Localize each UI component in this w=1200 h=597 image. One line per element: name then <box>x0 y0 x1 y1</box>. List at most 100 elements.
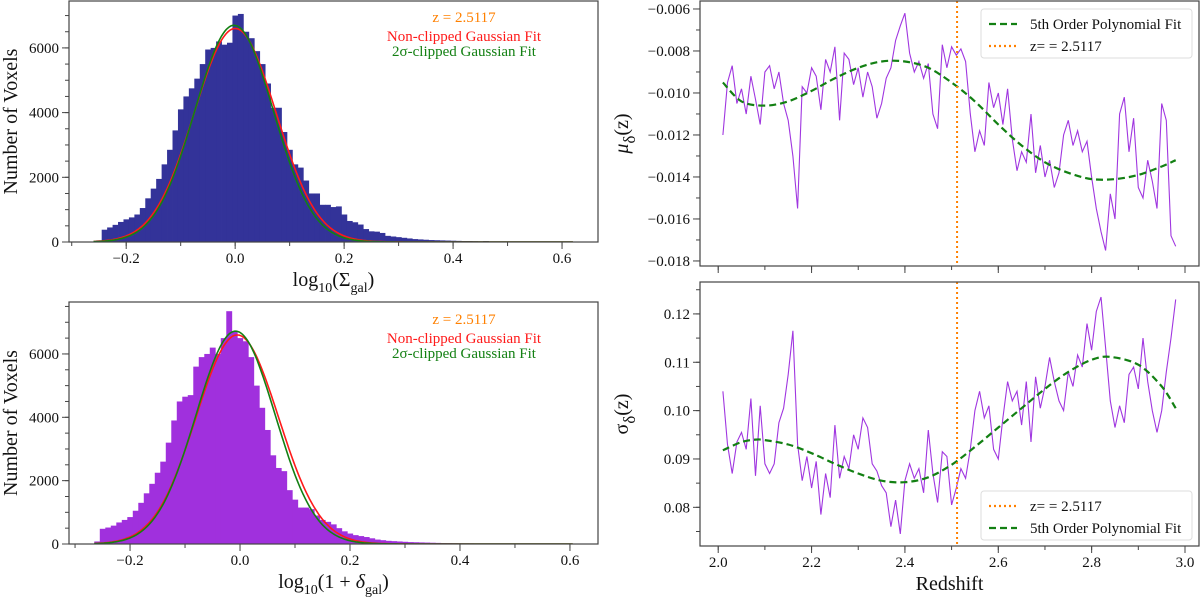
histogram-bar <box>248 38 255 242</box>
histogram-bar <box>110 525 117 544</box>
histogram-bar <box>325 204 331 242</box>
histogram-bar <box>209 347 216 544</box>
x-tick-label: 0.4 <box>444 251 463 267</box>
x-tick-label: 0.0 <box>231 553 250 569</box>
histogram-bar <box>210 47 217 242</box>
data-series-line <box>722 296 1177 534</box>
histogram-bar <box>232 15 239 242</box>
histogram-bar <box>384 235 391 242</box>
label-part: 10 <box>318 281 332 296</box>
histogram-bar <box>237 13 244 242</box>
histogram-bar <box>154 472 161 544</box>
legend-entry: 5th Order Polynomial Fit <box>1030 521 1182 537</box>
histogram-bar <box>149 483 156 544</box>
histogram-bar <box>112 224 119 242</box>
histogram-bar <box>407 542 414 544</box>
histogram-bar <box>395 237 402 242</box>
histogram-bar <box>297 507 304 544</box>
axes-frame <box>699 281 1200 547</box>
clipped-gaussian-fit-line <box>93 24 573 242</box>
nonclipped-fit-annotation: Non-clipped Gaussian Fit <box>387 29 542 45</box>
histogram-bar <box>374 231 380 242</box>
histogram-bar <box>336 528 343 544</box>
panel-bottom-left: z = 2.5117 Non-clipped Gaussian Fit2σ-cli… <box>0 301 599 597</box>
y-tick-label: −0.016 <box>648 212 691 228</box>
label-part: μ <box>611 144 633 155</box>
label-part: δ <box>620 136 639 144</box>
x-tick-label: 0.4 <box>451 553 470 569</box>
histogram-bar <box>374 539 381 544</box>
histogram-bar <box>215 353 222 544</box>
histogram-bar <box>406 238 413 242</box>
histogram-bar <box>264 429 271 544</box>
x-tick-label: −0.2 <box>113 251 140 267</box>
histogram-bar <box>156 178 163 242</box>
histogram-bar <box>259 407 266 544</box>
legend-entry: z= = 2.5117 <box>1030 39 1102 55</box>
histogram-bar <box>221 44 228 242</box>
x-tick-label: 0.2 <box>335 251 354 267</box>
plot-area <box>94 311 573 544</box>
y-tick-label: −0.014 <box>648 170 691 186</box>
y-tick-label: 0 <box>52 235 60 251</box>
plot-area <box>722 1 1177 266</box>
x-axis-label: Redshift <box>916 573 984 595</box>
histogram-bar <box>308 509 315 544</box>
legend-box <box>980 8 1193 59</box>
histogram-bar <box>428 240 435 242</box>
histogram-bar <box>172 130 179 242</box>
histogram-bar <box>369 538 376 544</box>
label-part: (1 + <box>318 571 356 593</box>
histogram-bar <box>237 338 244 544</box>
histogram-bar <box>335 206 342 242</box>
clipped-fit-annotation: 2σ-clipped Gaussian Fit <box>392 346 537 362</box>
histogram-bar <box>167 149 173 242</box>
legend-entry: z= = 2.5117 <box>1030 499 1102 515</box>
histogram-bar <box>292 164 299 242</box>
x-axis-label: log10(Σgal) <box>293 269 375 296</box>
histogram-bar <box>402 541 409 544</box>
y-tick-label: 2000 <box>29 170 59 186</box>
y-tick-label: −0.008 <box>648 44 690 60</box>
y-tick-label: 0.12 <box>664 307 690 323</box>
histogram-bar <box>281 132 288 242</box>
x-axis-label: log10(1 + δgal) <box>278 571 389 597</box>
nonclipped-fit-annotation: Non-clipped Gaussian Fit <box>387 331 542 347</box>
x-tick-label: 0.6 <box>561 553 580 569</box>
histogram-bar <box>357 224 364 242</box>
histogram-bar <box>346 220 353 242</box>
histogram-bar <box>118 221 124 242</box>
x-tick-label: 3.0 <box>1176 555 1195 571</box>
histogram-bar <box>254 51 261 242</box>
plot-area <box>722 282 1177 546</box>
histogram-bar <box>401 237 408 242</box>
histogram-bar <box>253 385 260 544</box>
y-tick-label: −0.006 <box>648 2 691 18</box>
histogram-bar <box>128 217 135 242</box>
y-tick-label: 4000 <box>29 410 59 426</box>
x-tick-label: 2.6 <box>989 555 1008 571</box>
histogram-bar <box>161 164 168 242</box>
histogram-bar <box>265 83 271 242</box>
histogram-bar <box>182 396 189 544</box>
x-tick-label: 2.4 <box>896 555 915 571</box>
label-part: (z) <box>611 113 633 135</box>
y-axis-label: σδ(z) <box>611 394 639 435</box>
histogram-bar <box>231 331 238 544</box>
y-tick-label: 0.09 <box>664 452 690 468</box>
histogram-bar <box>379 232 386 242</box>
histogram-bar <box>121 519 128 544</box>
label-part: δ <box>356 571 366 593</box>
histogram-bar <box>303 180 310 242</box>
y-tick-label: −0.012 <box>648 128 690 144</box>
histogram-bar <box>183 96 190 242</box>
axes-frame <box>68 301 599 545</box>
histogram-bar <box>286 490 293 544</box>
y-tick-label: 6000 <box>29 347 59 363</box>
y-tick-label: 4000 <box>29 106 59 122</box>
histogram-bar <box>439 240 446 242</box>
histogram-bar <box>198 357 205 544</box>
label-part: ) <box>368 269 375 291</box>
histogram-bar <box>127 517 134 544</box>
